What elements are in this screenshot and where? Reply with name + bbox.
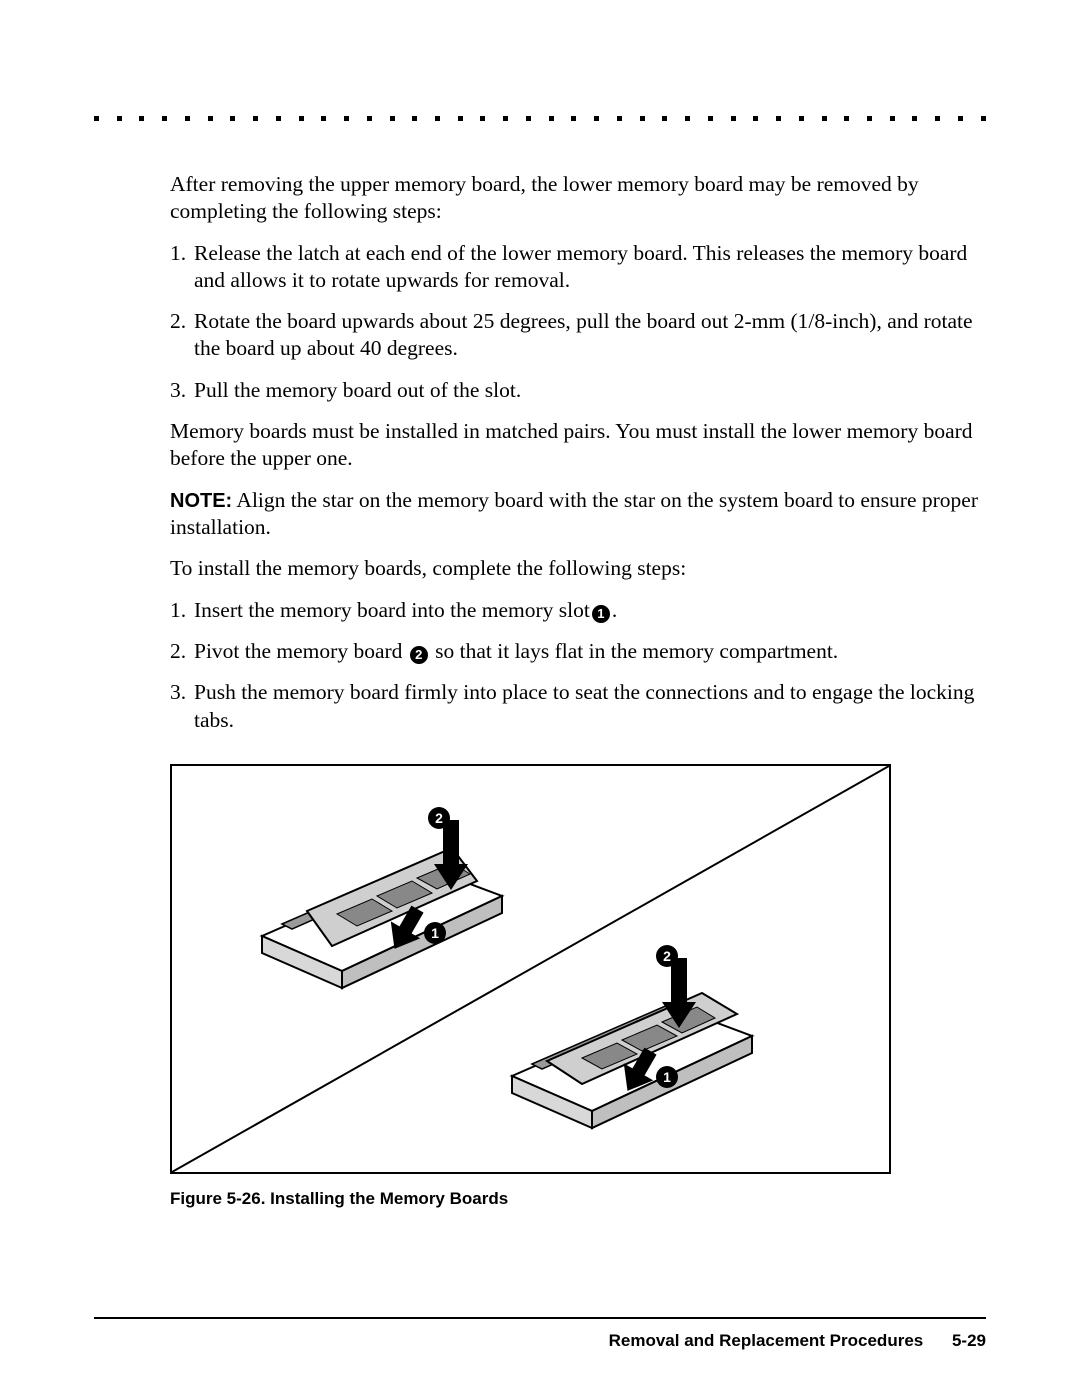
list-number: 2. [170,308,194,363]
rule-dot [935,116,940,121]
rule-dot [822,116,827,121]
rule-dot [662,116,667,121]
note-body: Align the star on the memory board with … [170,488,978,539]
list-body: Pivot the memory board 2 so that it lays… [194,638,986,665]
rule-dot [731,116,736,121]
install-intro-paragraph: To install the memory boards, complete t… [170,555,986,582]
intro-paragraph: After removing the upper memory board, t… [170,171,986,226]
rule-dot [594,116,599,121]
rule-dot [480,116,485,121]
list-item: 3.Push the memory board firmly into plac… [170,679,986,734]
rule-dot [435,116,440,121]
inline-callout-icon: 2 [410,646,428,664]
list-body: Release the latch at each end of the low… [194,240,986,295]
rule-dot [776,116,781,121]
rule-dot [799,116,804,121]
callout-1-lower: 1 [656,1066,678,1088]
list-number: 1. [170,597,194,624]
rule-dot [867,116,872,121]
rule-dot [549,116,554,121]
rule-dot [367,116,372,121]
pair-note-paragraph: Memory boards must be installed in match… [170,418,986,473]
rule-dot [526,116,531,121]
list-number: 3. [170,679,194,734]
footer-section: Removal and Replacement Procedures [609,1331,924,1350]
rule-dot [412,116,417,121]
page-footer: Removal and Replacement Procedures 5-29 [94,1317,986,1351]
list-number: 1. [170,240,194,295]
rule-dot [390,116,395,121]
arrow-down-upper [434,820,468,892]
rule-dot [185,116,190,121]
step-text-pre: Push the memory board firmly into place … [194,680,974,731]
rule-dot [276,116,281,121]
rule-dot [708,116,713,121]
list-item: 3.Pull the memory board out of the slot. [170,377,986,404]
rule-dot [94,116,99,121]
rule-dot [617,116,622,121]
rule-dot [503,116,508,121]
rule-dot [321,116,326,121]
callout-2-upper: 2 [428,807,450,829]
callout-1-upper: 1 [424,922,446,944]
rule-dot [299,116,304,121]
removal-steps-list: 1.Release the latch at each end of the l… [170,240,986,404]
step-text-pre: Pivot the memory board [194,639,408,663]
rule-dot [117,116,122,121]
rule-dot [958,116,963,121]
rule-dot [253,116,258,121]
rule-dot [912,116,917,121]
step-text-pre: Insert the memory board into the memory … [194,598,590,622]
rule-dot [230,116,235,121]
list-item: 2.Pivot the memory board 2 so that it la… [170,638,986,665]
rule-dot [981,116,986,121]
figure-caption: Figure 5-26. Installing the Memory Board… [170,1188,986,1210]
rule-dot [685,116,690,121]
rule-dot [162,116,167,121]
rule-dot [844,116,849,121]
install-steps-list: 1.Insert the memory board into the memor… [170,597,986,734]
step-text-post: so that it lays flat in the memory compa… [430,639,838,663]
body-text: After removing the upper memory board, t… [170,171,986,1209]
note-label: NOTE: [170,490,232,512]
rule-dot [344,116,349,121]
footer-page-number: 5-29 [952,1331,986,1350]
list-item: 2.Rotate the board upwards about 25 degr… [170,308,986,363]
rule-dot [571,116,576,121]
list-item: 1.Insert the memory board into the memor… [170,597,986,624]
rule-dot [458,116,463,121]
rule-dot [753,116,758,121]
callout-2-lower: 2 [656,945,678,967]
dotted-rule [94,112,986,124]
page: After removing the upper memory board, t… [0,0,1080,1397]
list-body: Pull the memory board out of the slot. [194,377,986,404]
list-body: Insert the memory board into the memory … [194,597,986,624]
rule-dot [640,116,645,121]
list-body: Rotate the board upwards about 25 degree… [194,308,986,363]
step-text-post: . [612,598,617,622]
rule-dot [890,116,895,121]
rule-dot [139,116,144,121]
inline-callout-icon: 1 [592,605,610,623]
rule-dot [208,116,213,121]
list-number: 2. [170,638,194,665]
list-body: Push the memory board firmly into place … [194,679,986,734]
note-paragraph: NOTE: Align the star on the memory board… [170,487,986,542]
figure-box: 2 1 2 1 [170,764,891,1174]
list-item: 1.Release the latch at each end of the l… [170,240,986,295]
arrow-down-lower [662,958,696,1030]
list-number: 3. [170,377,194,404]
